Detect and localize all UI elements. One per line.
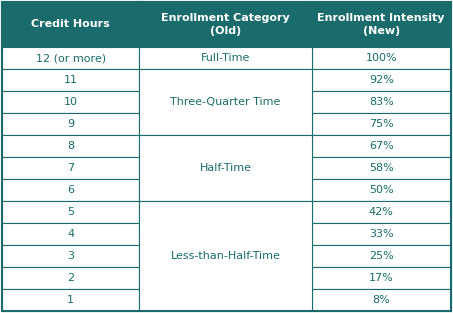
Text: 4: 4 — [67, 229, 74, 239]
Bar — [2, 245, 139, 267]
Bar — [312, 223, 451, 245]
Bar — [2, 267, 139, 290]
Bar — [2, 223, 139, 245]
Bar — [312, 2, 451, 48]
Text: 100%: 100% — [366, 54, 397, 64]
Text: 7: 7 — [67, 163, 74, 173]
Text: Enrollment Intensity
(New): Enrollment Intensity (New) — [318, 13, 445, 36]
Text: Half-Time: Half-Time — [199, 163, 251, 173]
Bar — [312, 91, 451, 113]
Bar — [312, 245, 451, 267]
Text: Three-Quarter Time: Three-Quarter Time — [170, 97, 280, 107]
Text: 8%: 8% — [372, 295, 390, 305]
Text: Credit Hours: Credit Hours — [31, 19, 110, 29]
Bar — [2, 157, 139, 179]
Text: 25%: 25% — [369, 251, 394, 261]
Text: 92%: 92% — [369, 75, 394, 85]
Text: 11: 11 — [64, 75, 77, 85]
Text: 58%: 58% — [369, 163, 394, 173]
Text: 42%: 42% — [369, 208, 394, 218]
Bar — [2, 179, 139, 202]
Bar — [2, 91, 139, 113]
Text: 2: 2 — [67, 274, 74, 284]
Bar — [312, 113, 451, 136]
Bar — [2, 48, 139, 69]
Text: 9: 9 — [67, 120, 74, 130]
Bar — [312, 48, 451, 69]
Text: 6: 6 — [67, 185, 74, 195]
Bar — [139, 69, 312, 136]
Bar — [139, 2, 312, 48]
Text: 17%: 17% — [369, 274, 394, 284]
Text: 8: 8 — [67, 141, 74, 151]
Bar — [139, 202, 312, 311]
Bar — [2, 202, 139, 223]
Text: 33%: 33% — [369, 229, 394, 239]
Bar — [2, 113, 139, 136]
Text: 5: 5 — [67, 208, 74, 218]
Text: 1: 1 — [67, 295, 74, 305]
Text: 3: 3 — [67, 251, 74, 261]
Bar — [312, 267, 451, 290]
Text: 67%: 67% — [369, 141, 394, 151]
Bar — [139, 48, 312, 69]
Bar — [2, 69, 139, 91]
Text: 50%: 50% — [369, 185, 394, 195]
Bar — [2, 136, 139, 157]
Text: Less-than-Half-Time: Less-than-Half-Time — [170, 251, 280, 261]
Text: 12 (or more): 12 (or more) — [36, 54, 106, 64]
Bar — [312, 136, 451, 157]
Text: Full-Time: Full-Time — [201, 54, 250, 64]
Text: 75%: 75% — [369, 120, 394, 130]
Text: Enrollment Category
(Old): Enrollment Category (Old) — [161, 13, 290, 36]
Bar — [2, 290, 139, 311]
Bar — [2, 2, 139, 48]
Bar — [312, 157, 451, 179]
Bar — [312, 179, 451, 202]
Bar — [312, 69, 451, 91]
Bar — [312, 202, 451, 223]
Text: 10: 10 — [64, 97, 77, 107]
Text: 83%: 83% — [369, 97, 394, 107]
Bar — [312, 290, 451, 311]
Bar — [139, 136, 312, 202]
